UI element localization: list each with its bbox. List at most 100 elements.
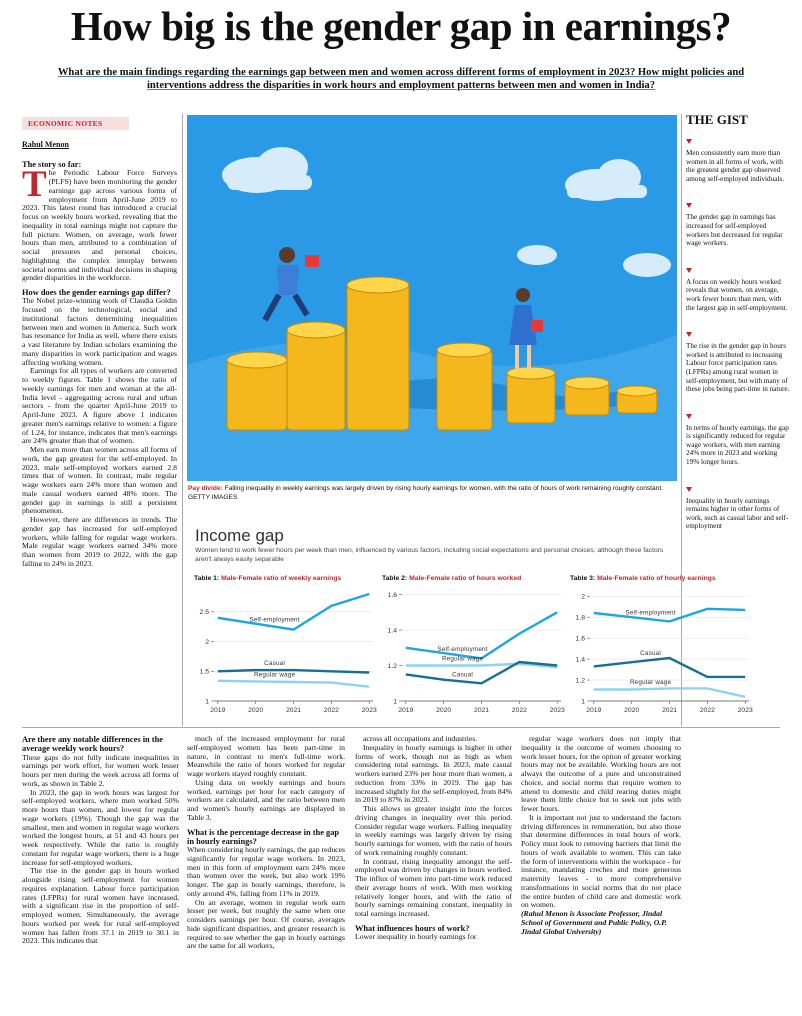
paragraph: The rise in the gender gap in hours work… — [22, 866, 179, 946]
series-line — [217, 592, 370, 631]
section-heading: What influences hours of work? — [355, 923, 470, 933]
gist-item: A focus on weekly hours worked reveals t… — [686, 266, 790, 312]
x-tick-label: 2022 — [324, 707, 339, 714]
y-tick-label: 1 — [205, 698, 209, 705]
author-credit: (Rahul Menon is Associate Professor, Jin… — [521, 909, 667, 936]
table-label: Table 1: — [194, 575, 220, 582]
article-column: much of the increased employment for rur… — [187, 735, 345, 1016]
x-tick-label: 2021 — [474, 707, 489, 714]
section-tag: ECONOMIC NOTES — [22, 117, 129, 130]
gist-item: The rise in the gender gap in hours work… — [686, 330, 790, 394]
infographic-subtitle: Women tend to work fewer hours per week … — [195, 547, 664, 563]
series-label: Self-employment — [625, 609, 675, 616]
y-tick-label: 1.4 — [576, 656, 586, 663]
infographic-title: Income gap — [195, 526, 284, 545]
series-label: Regular wage — [630, 679, 672, 686]
column-rule — [182, 114, 183, 726]
image-caption: Pay divide: Falling inequality in weekly… — [188, 485, 676, 502]
paragraph: This allows us greater insight into the … — [355, 804, 512, 857]
chart-title: Table 1: Male-Female ratio of weekly ear… — [194, 575, 341, 582]
series-label: Regular wage — [254, 672, 296, 679]
deck: What are the main findings regarding the… — [57, 67, 745, 91]
y-tick-label: 1.5 — [200, 669, 210, 676]
paragraph: Men earn more than women across all form… — [22, 445, 177, 516]
table-title: Male-Female ratio of weekly earnings — [221, 575, 342, 582]
series-label: Casual — [640, 650, 661, 657]
x-tick-label: 2023 — [362, 707, 377, 714]
section-heading: The story so far: — [22, 160, 82, 169]
article-column: Are there any notable differences in the… — [22, 735, 179, 1016]
article-column: The story so far: The Periodic Labour For… — [22, 160, 177, 566]
series-line — [593, 656, 746, 679]
line-chart: 1 1.2 1.4 1.6 1.8 2 2019 2020 2021 2022 2023 Self-e… — [576, 594, 753, 714]
series-line — [405, 660, 558, 685]
gist-item: Inequality in hourly earnings remains hi… — [686, 485, 790, 531]
series-line — [593, 687, 746, 698]
series-label: Casual — [264, 660, 285, 667]
series-line — [217, 668, 370, 674]
y-tick-label: 1.4 — [388, 627, 398, 634]
x-tick-label: 2020 — [624, 707, 639, 714]
series-label: Regular wage — [442, 656, 484, 663]
gist-item: In terms of hourly earnings, the gap is … — [686, 412, 790, 467]
chart-title: Table 2: Male-Female ratio of hours work… — [382, 575, 521, 582]
paragraph: The Nobel prize-winning work of Claudia … — [22, 296, 177, 367]
illustration — [187, 115, 677, 481]
figure-woman — [509, 288, 543, 370]
x-tick-label: 2020 — [436, 707, 451, 714]
paragraph: On an average, women in regular work ear… — [187, 897, 345, 951]
paragraph: Inequality in hourly earnings is higher … — [355, 742, 512, 805]
y-tick-label: 1.8 — [576, 614, 586, 621]
x-tick-label: 2022 — [512, 707, 527, 714]
line-chart: 1 1.2 1.4 1.6 2019 2020 2021 2022 2023 Self-emplo… — [388, 592, 565, 714]
gist-title: THE GIST — [686, 112, 748, 127]
paragraph: These gaps do not fully indicate inequal… — [22, 752, 179, 788]
y-tick-label: 1.2 — [576, 677, 586, 684]
series-line — [405, 662, 558, 669]
paragraph: When considering hourly earnings, the ga… — [187, 845, 345, 898]
caption-text: Falling inequality in weekly earnings wa… — [188, 485, 664, 501]
x-tick-label: 2023 — [550, 707, 565, 714]
section-heading: How does the gender earnings gap differ? — [22, 288, 171, 298]
line-chart: 1 1.5 2 2.5 2019 2020 2021 2022 2023 Self-employm… — [200, 592, 377, 714]
table-title: Male-Female ratio of hourly earnings — [597, 575, 716, 582]
paragraph: Using data on weekly earnings and hours … — [187, 777, 345, 822]
section-rule — [22, 727, 780, 728]
x-tick-label: 2019 — [398, 707, 413, 714]
y-tick-label: 1 — [393, 698, 397, 705]
gist-list: Men consistently earn more than women in… — [686, 137, 790, 549]
paragraph: It is important not just to understand t… — [521, 812, 681, 910]
column-rule — [681, 114, 682, 726]
byline: Rahul Menon — [22, 140, 69, 149]
caption-label: Pay divide: — [188, 485, 223, 492]
paragraph: However, there are differences in trends… — [22, 515, 177, 566]
y-tick-label: 2.5 — [200, 609, 210, 616]
series-line — [217, 679, 370, 688]
paragraph: In 2023, the gap in work hours was large… — [22, 787, 179, 867]
table-label: Table 3: — [570, 575, 596, 582]
y-tick-label: 1.6 — [388, 592, 398, 599]
y-tick-label: 1 — [581, 698, 585, 705]
article-column: regular wage workers does not imply that… — [521, 735, 681, 1016]
series-line — [405, 611, 558, 660]
y-tick-label: 1.6 — [576, 635, 586, 642]
paragraph: regular wage workers does not imply that… — [521, 735, 681, 813]
section-heading: What is the percentage decrease in the g… — [187, 827, 340, 846]
x-tick-label: 2019 — [210, 707, 225, 714]
figure-man — [262, 247, 319, 322]
chart-title: Table 3: Male-Female ratio of hourly ear… — [570, 575, 716, 582]
x-tick-label: 2019 — [586, 707, 601, 714]
y-tick-label: 1.2 — [388, 663, 398, 670]
series-line — [593, 607, 746, 623]
paragraph: Lower inequality in hourly earnings for — [355, 932, 477, 942]
x-tick-label: 2021 — [662, 707, 677, 714]
x-tick-label: 2022 — [700, 707, 715, 714]
article-column: across all occupations and industries. In… — [355, 735, 512, 1016]
paragraph: In contrast, rising inequality amongst t… — [355, 856, 512, 918]
series-label: Self-employment — [437, 646, 487, 653]
gist-item: The gender gap in earnings has increased… — [686, 201, 790, 247]
y-tick-label: 2 — [205, 639, 209, 646]
paragraph: The Periodic Labour Force Surveys (PLFS)… — [22, 164, 177, 283]
table-label: Table 2: — [382, 575, 408, 582]
